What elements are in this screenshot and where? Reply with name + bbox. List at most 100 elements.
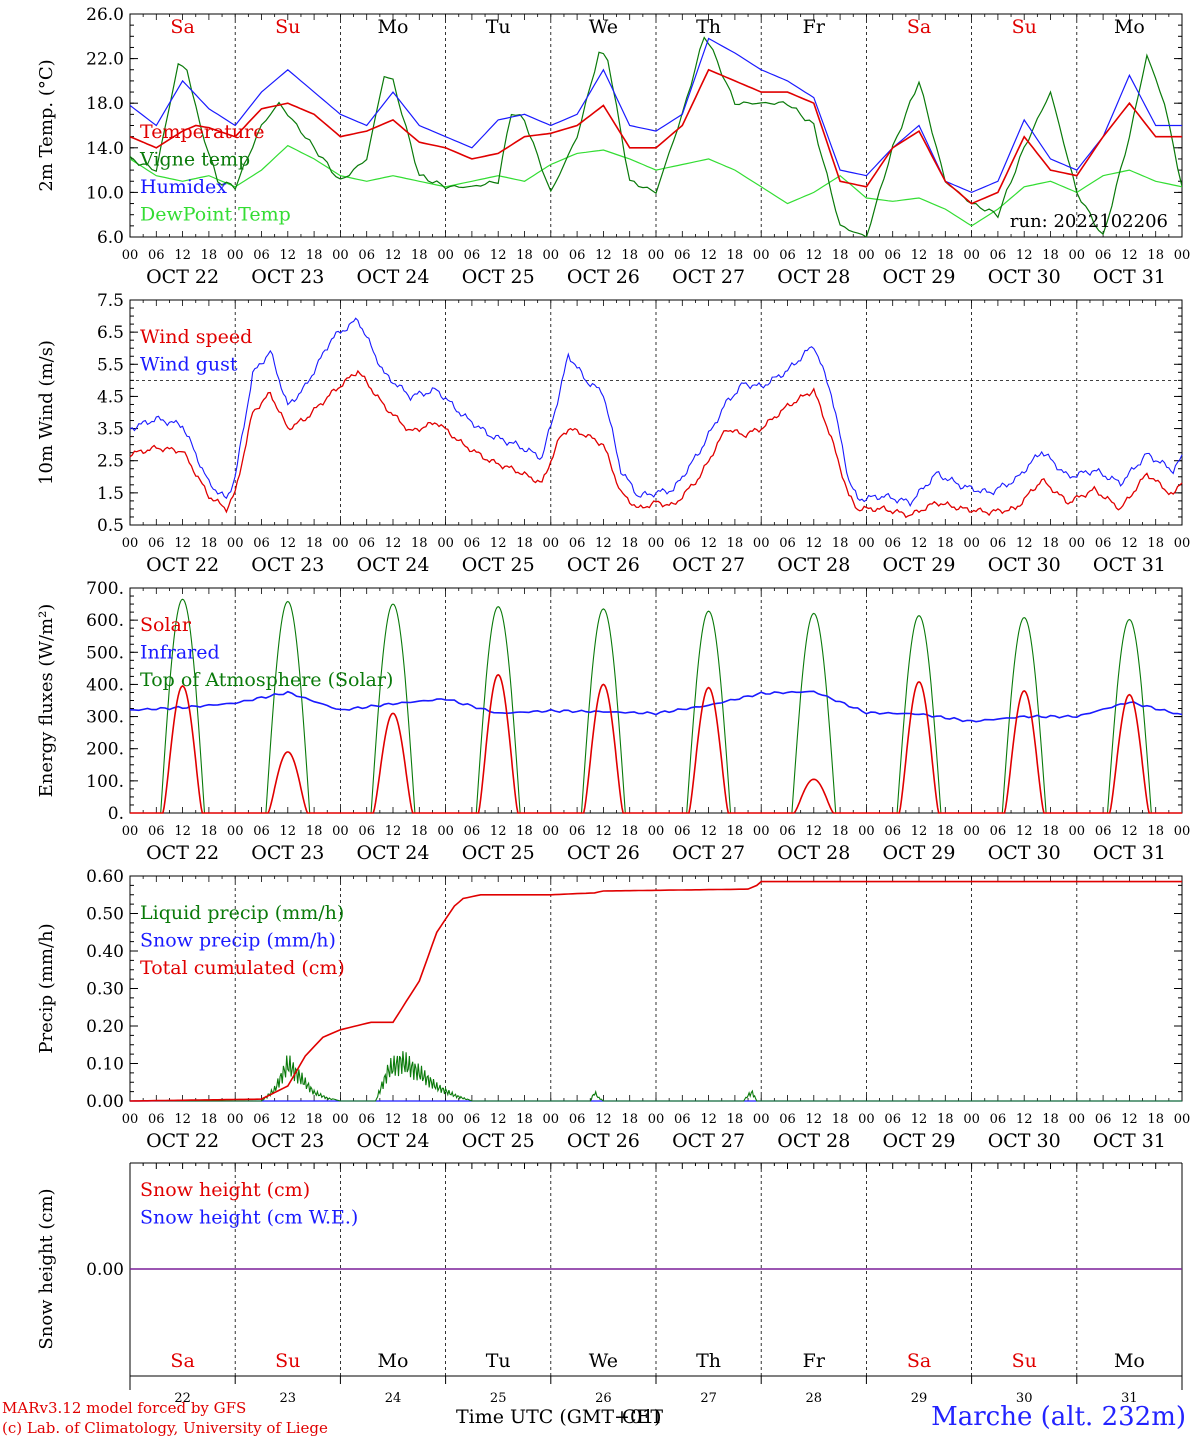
hour-tick-label: 18 — [516, 824, 533, 839]
hour-tick-label: 18 — [1147, 1112, 1164, 1127]
date-label: OCT 30 — [988, 266, 1061, 288]
hour-tick-label: 00 — [332, 824, 349, 839]
y-tick-label: 0. — [108, 804, 124, 824]
y-tick-label: 6.5 — [97, 323, 124, 343]
hour-tick-label: 00 — [1174, 1112, 1191, 1127]
day-number: 22 — [174, 1391, 191, 1406]
hour-tick-label: 18 — [516, 1112, 533, 1127]
y-tick-label: 22.0 — [86, 50, 124, 70]
y-tick-label: 1.5 — [97, 484, 124, 504]
hour-tick-label: 06 — [990, 536, 1007, 551]
run-label: run: 2022102206 — [1010, 211, 1168, 232]
legend-liquid-precip-mm-h-: Liquid precip (mm/h) — [140, 902, 344, 924]
series-solar — [130, 673, 1182, 814]
hour-tick-label: 18 — [1147, 824, 1164, 839]
hour-tick-label: 00 — [753, 1112, 770, 1127]
hour-tick-label: 00 — [437, 824, 454, 839]
legend-vigne-temp: Vigne temp — [139, 149, 250, 171]
hour-tick-label: 18 — [306, 536, 323, 551]
day-number: 24 — [385, 1391, 402, 1406]
hour-tick-label: 06 — [569, 1112, 586, 1127]
hour-tick-label: 00 — [963, 536, 980, 551]
panel-wind: 7.5 6.5 5.5 4.5 3.5 2.5 1.5 0.5 10m Wind (m/s) Wi… — [36, 291, 1190, 576]
date-label: OCT 22 — [146, 554, 219, 576]
hour-tick-label: 06 — [358, 536, 375, 551]
hour-tick-label: 00 — [543, 1112, 560, 1127]
date-label: OCT 31 — [1093, 842, 1166, 864]
hour-tick-label: 00 — [122, 824, 139, 839]
hour-tick-label: 12 — [911, 248, 928, 263]
date-label: OCT 24 — [356, 1130, 429, 1152]
series-vigne-temp — [130, 36, 1182, 237]
date-label: OCT 22 — [146, 842, 219, 864]
y-tick-label: 18.0 — [86, 94, 124, 114]
hour-tick-label: 18 — [306, 1112, 323, 1127]
hour-tick-label: 18 — [832, 536, 849, 551]
series-liquid-precip — [130, 1051, 1182, 1102]
hour-tick-label: 18 — [1147, 248, 1164, 263]
hour-tick-label: 12 — [490, 248, 507, 263]
y-axis-label: Snow height (cm) — [36, 1188, 57, 1349]
hour-tick-label: 00 — [753, 248, 770, 263]
hour-tick-label: 12 — [174, 248, 191, 263]
hour-tick-label: 06 — [148, 1112, 165, 1127]
hour-tick-label: 00 — [543, 824, 560, 839]
date-label: OCT 24 — [356, 842, 429, 864]
hour-tick-label: 12 — [700, 1112, 717, 1127]
hour-tick-label: 06 — [253, 248, 270, 263]
hour-tick-label: 18 — [937, 824, 954, 839]
hour-tick-label: 00 — [858, 536, 875, 551]
legend-humidex: Humidex — [140, 176, 227, 198]
hour-tick-label: 06 — [148, 248, 165, 263]
hour-tick-label: 06 — [990, 248, 1007, 263]
weekday-label: Sa — [170, 16, 194, 38]
hour-tick-label: 06 — [569, 536, 586, 551]
hour-tick-label: 12 — [1121, 1112, 1138, 1127]
weekday-label: Mo — [1114, 16, 1145, 38]
series-humidex — [130, 37, 1182, 194]
hour-tick-label: 18 — [727, 824, 744, 839]
hour-tick-label: 00 — [858, 1112, 875, 1127]
plot-frame — [129, 299, 1183, 526]
hour-tick-label: 06 — [884, 1112, 901, 1127]
legend-dewpoint-temp: DewPoint Temp — [140, 204, 291, 226]
hour-tick-label: 18 — [516, 248, 533, 263]
y-tick-label: 6.0 — [97, 228, 124, 248]
legend-infrared: Infrared — [140, 642, 220, 664]
hour-tick-label: 00 — [1069, 824, 1086, 839]
hour-tick-label: 00 — [648, 1112, 665, 1127]
hour-tick-label: 12 — [490, 536, 507, 551]
hour-tick-label: 12 — [280, 824, 297, 839]
hour-tick-label: 12 — [490, 1112, 507, 1127]
hour-tick-label: 12 — [280, 248, 297, 263]
hour-tick-label: 12 — [1016, 1112, 1033, 1127]
date-label: OCT 25 — [462, 1130, 535, 1152]
day-number: 28 — [806, 1391, 823, 1406]
hour-tick-label: 00 — [1174, 824, 1191, 839]
hour-tick-label: 06 — [674, 536, 691, 551]
date-label: OCT 27 — [672, 554, 745, 576]
hour-tick-label: 00 — [543, 248, 560, 263]
date-label: OCT 26 — [567, 554, 640, 576]
date-label: OCT 29 — [882, 266, 955, 288]
hour-tick-label: 18 — [306, 824, 323, 839]
hour-tick-label: 18 — [201, 248, 218, 263]
hour-tick-label: 18 — [1042, 1112, 1059, 1127]
hour-tick-label: 00 — [122, 536, 139, 551]
hour-tick-label: 06 — [1095, 1112, 1112, 1127]
hour-tick-label: 12 — [700, 248, 717, 263]
hour-tick-label: 06 — [569, 824, 586, 839]
y-tick-label: 0.00 — [86, 1092, 124, 1112]
plot-frame — [129, 587, 1183, 814]
date-label: OCT 28 — [777, 1130, 850, 1152]
hour-tick-label: 00 — [858, 248, 875, 263]
location-label: Marche (alt. 232m) — [931, 1402, 1186, 1432]
legend-snow-height-cm-w-e-: Snow height (cm W.E.) — [140, 1207, 358, 1229]
hour-tick-label: 18 — [937, 536, 954, 551]
hour-tick-label: 06 — [148, 824, 165, 839]
date-label: OCT 31 — [1093, 554, 1166, 576]
hour-tick-label: 18 — [937, 248, 954, 263]
y-tick-label: 7.5 — [97, 291, 124, 311]
hour-tick-label: 00 — [753, 536, 770, 551]
date-label: OCT 26 — [567, 266, 640, 288]
